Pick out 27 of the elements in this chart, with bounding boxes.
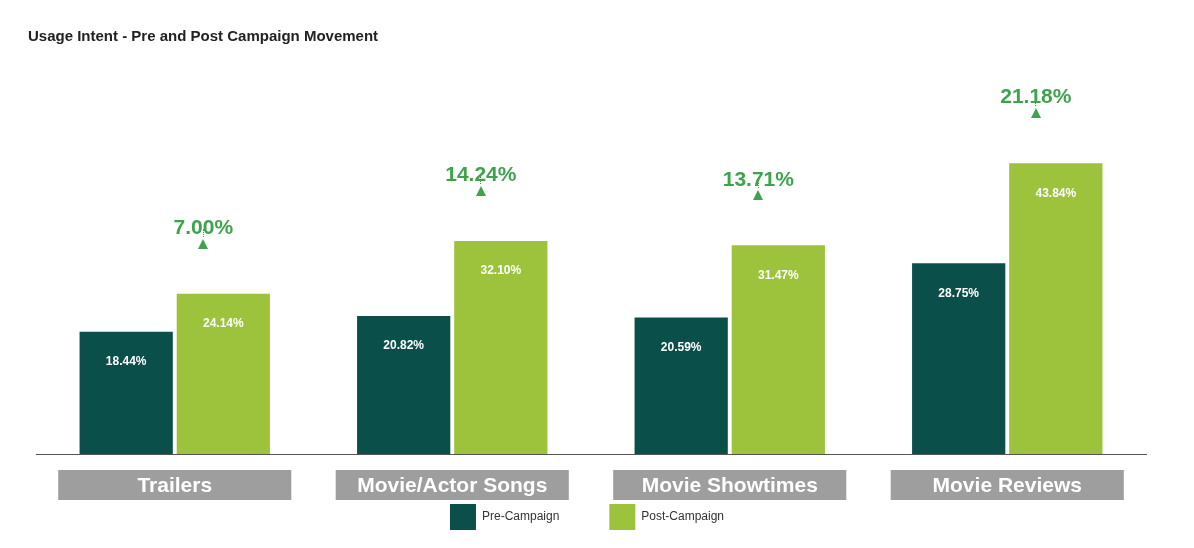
data-label: 18.44% bbox=[105, 353, 147, 368]
annotation: 21.18% bbox=[1000, 84, 1072, 108]
bar bbox=[731, 245, 825, 454]
bar bbox=[79, 331, 173, 454]
annotation: 7.00% bbox=[173, 215, 234, 239]
x-tick-label: Movie/Actor Songs bbox=[357, 472, 548, 496]
x-tick-label: Movie Reviews bbox=[932, 472, 1082, 496]
chart-title: Usage Intent - Pre and Post Campaign Movement bbox=[28, 27, 379, 45]
data-label: 24.14% bbox=[202, 316, 244, 331]
legend-label: Pre-Campaign bbox=[481, 509, 560, 524]
bar bbox=[454, 241, 548, 454]
bar bbox=[634, 317, 728, 454]
x-tick-label: Trailers bbox=[137, 472, 213, 496]
annotation: 13.71% bbox=[722, 166, 795, 190]
bar bbox=[912, 263, 1006, 454]
bar bbox=[357, 315, 451, 454]
data-label: 43.84% bbox=[1035, 185, 1077, 200]
bar bbox=[176, 293, 270, 454]
annotation: 14.24% bbox=[445, 162, 517, 186]
data-label: 28.75% bbox=[938, 285, 980, 300]
x-tick-label: Movie Showtimes bbox=[641, 472, 818, 496]
data-label: 20.82% bbox=[383, 338, 425, 353]
legend-label: Post-Campaign bbox=[641, 509, 725, 524]
data-label: 32.10% bbox=[480, 263, 522, 278]
data-label: 20.59% bbox=[660, 339, 702, 354]
bar bbox=[1009, 163, 1103, 454]
data-label: 31.47% bbox=[757, 267, 799, 282]
